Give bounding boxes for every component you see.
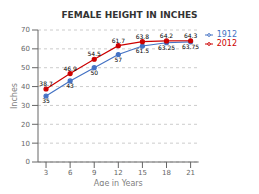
html-text:FEMALE HEIGHT IN INCHES: FEMALE HEIGHT IN INCHES bbox=[61, 10, 198, 20]
svg-text:64.2: 64.2 bbox=[160, 32, 174, 39]
svg-text:0: 0 bbox=[26, 158, 30, 166]
svg-text:64.3: 64.3 bbox=[184, 32, 198, 39]
svg-text:20: 20 bbox=[21, 121, 30, 129]
svg-text:46.9: 46.9 bbox=[63, 65, 77, 72]
svg-text:63.8: 63.8 bbox=[136, 33, 150, 40]
svg-text:15: 15 bbox=[138, 169, 147, 177]
svg-text:9: 9 bbox=[92, 169, 96, 177]
svg-text:40: 40 bbox=[21, 83, 30, 91]
svg-text:50: 50 bbox=[90, 69, 98, 76]
svg-text:30: 30 bbox=[21, 102, 30, 110]
svg-text:35: 35 bbox=[42, 97, 50, 104]
svg-text:60: 60 bbox=[21, 45, 30, 53]
svg-text:61.5: 61.5 bbox=[136, 47, 150, 54]
svg-text:6: 6 bbox=[68, 169, 73, 177]
svg-text:54.5: 54.5 bbox=[88, 50, 102, 57]
svg-text:Age in Years: Age in Years bbox=[94, 179, 143, 186]
svg-text:57: 57 bbox=[115, 56, 123, 63]
svg-text:10: 10 bbox=[21, 140, 30, 148]
svg-text:50: 50 bbox=[21, 64, 30, 72]
svg-text:Inches: Inches bbox=[10, 83, 19, 109]
svg-text:43: 43 bbox=[66, 82, 74, 89]
svg-text:70: 70 bbox=[21, 26, 30, 34]
svg-text:61.7: 61.7 bbox=[112, 37, 126, 44]
svg-text:63.75: 63.75 bbox=[182, 43, 199, 50]
svg-text:63.25: 63.25 bbox=[158, 44, 175, 51]
svg-text:3: 3 bbox=[44, 169, 48, 177]
svg-text:18: 18 bbox=[162, 169, 171, 177]
svg-text:12: 12 bbox=[114, 169, 123, 177]
html-text:1912: 1912 bbox=[216, 30, 237, 39]
svg-text:38.7: 38.7 bbox=[39, 80, 53, 87]
svg-text:21: 21 bbox=[186, 169, 195, 177]
html-text:2012: 2012 bbox=[216, 39, 237, 48]
